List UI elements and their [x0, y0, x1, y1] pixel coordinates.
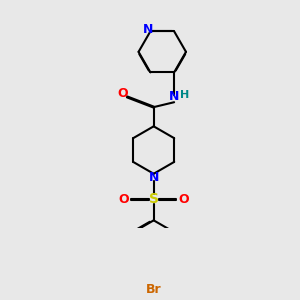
Text: N: N: [148, 170, 159, 184]
Text: S: S: [149, 192, 159, 206]
Text: Br: Br: [146, 283, 161, 296]
Text: O: O: [118, 193, 129, 206]
Text: H: H: [180, 90, 189, 100]
Text: O: O: [178, 193, 189, 206]
Text: O: O: [117, 87, 128, 100]
Text: N: N: [169, 90, 179, 104]
Text: N: N: [143, 23, 154, 36]
